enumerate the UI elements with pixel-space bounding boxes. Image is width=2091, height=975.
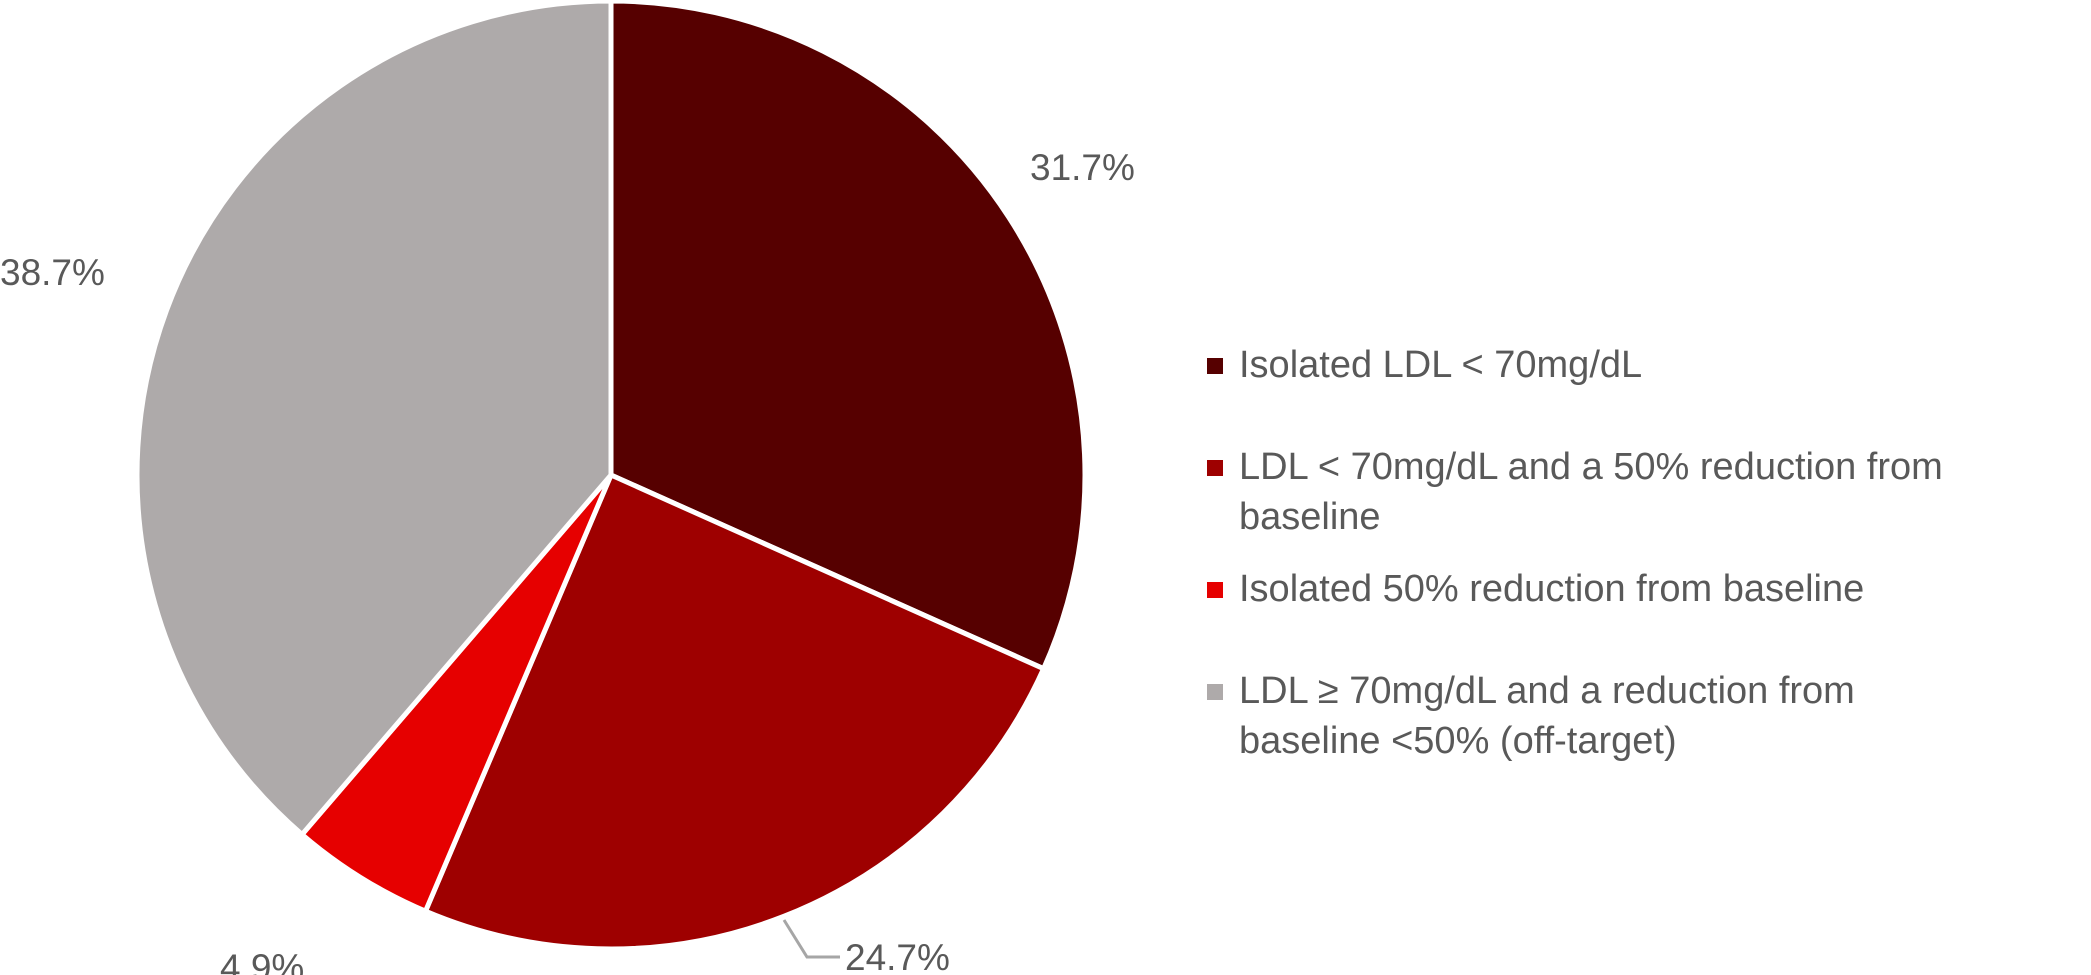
pie-slice [298, 473, 614, 915]
legend-item: LDL < 70mg/dL and a 50% reduction from b… [1200, 442, 2090, 542]
legend-swatch [1207, 460, 1223, 476]
legend: Isolated LDL < 70mg/dL LDL < 70mg/dL and… [1200, 340, 2090, 818]
legend-swatch [1207, 684, 1223, 700]
legend-label: Isolated 50% reduction from baseline [1239, 568, 1865, 610]
pie-slice [422, 471, 1047, 952]
legend-item: Isolated 50% reduction from baseline [1200, 564, 2090, 614]
pie-slice [134, 0, 614, 838]
legend-swatch [1207, 358, 1223, 374]
legend-label: LDL < 70mg/dL and a 50% reduction from b… [1239, 446, 1943, 538]
leader-line [782, 919, 840, 959]
legend-label: LDL ≥ 70mg/dL and a reduction from basel… [1239, 670, 1855, 762]
data-label: 31.7% [1030, 147, 1135, 188]
legend-swatch [1207, 582, 1223, 598]
pie-slice [608, 0, 1088, 673]
legend-item: LDL ≥ 70mg/dL and a reduction from basel… [1200, 666, 2090, 766]
legend-label: Isolated LDL < 70mg/dL [1239, 344, 1643, 386]
data-label: 38.7% [0, 252, 105, 293]
data-label: 4.9% [220, 947, 304, 975]
legend-item: Isolated LDL < 70mg/dL [1200, 340, 2090, 390]
data-label: 24.7% [845, 937, 950, 975]
